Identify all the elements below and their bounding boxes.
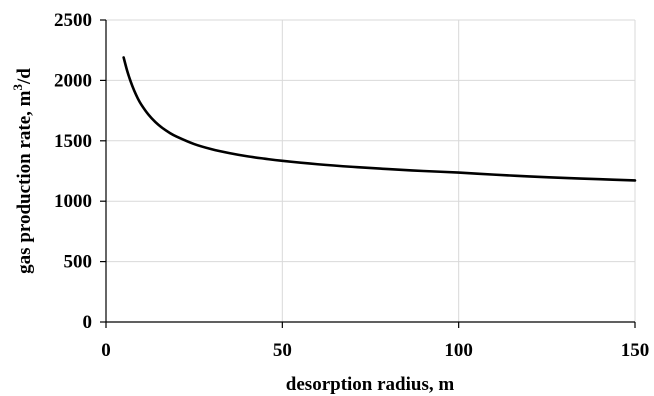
y-tick-label: 2500 [54,10,92,31]
y-tick-label: 1000 [54,191,92,212]
x-tick-label: 100 [444,340,473,361]
y-axis-title-text: gas production rate, m [14,90,35,273]
x-tick-label: 50 [273,340,292,361]
series-line-0 [122,56,637,182]
series-layer [122,56,637,182]
x-tick-label: 0 [101,340,111,361]
x-tick-label: 150 [621,340,650,361]
y-axis-title: gas production rate, m3/d [10,68,35,274]
y-axis-title-superscript: 3 [10,84,25,91]
axes [100,19,636,328]
y-tick-label: 500 [64,252,93,273]
y-tick-label: 0 [83,312,93,333]
y-axis-title-unit: /d [14,68,35,85]
tick-labels: 0 500 1000 1500 2000 2500 0 50 100 150 [54,10,649,361]
y-tick-label: 1500 [54,131,92,152]
x-axis-title: desorption radius, m [286,374,455,395]
y-tick-label: 2000 [54,70,92,91]
gridlines [106,19,636,322]
